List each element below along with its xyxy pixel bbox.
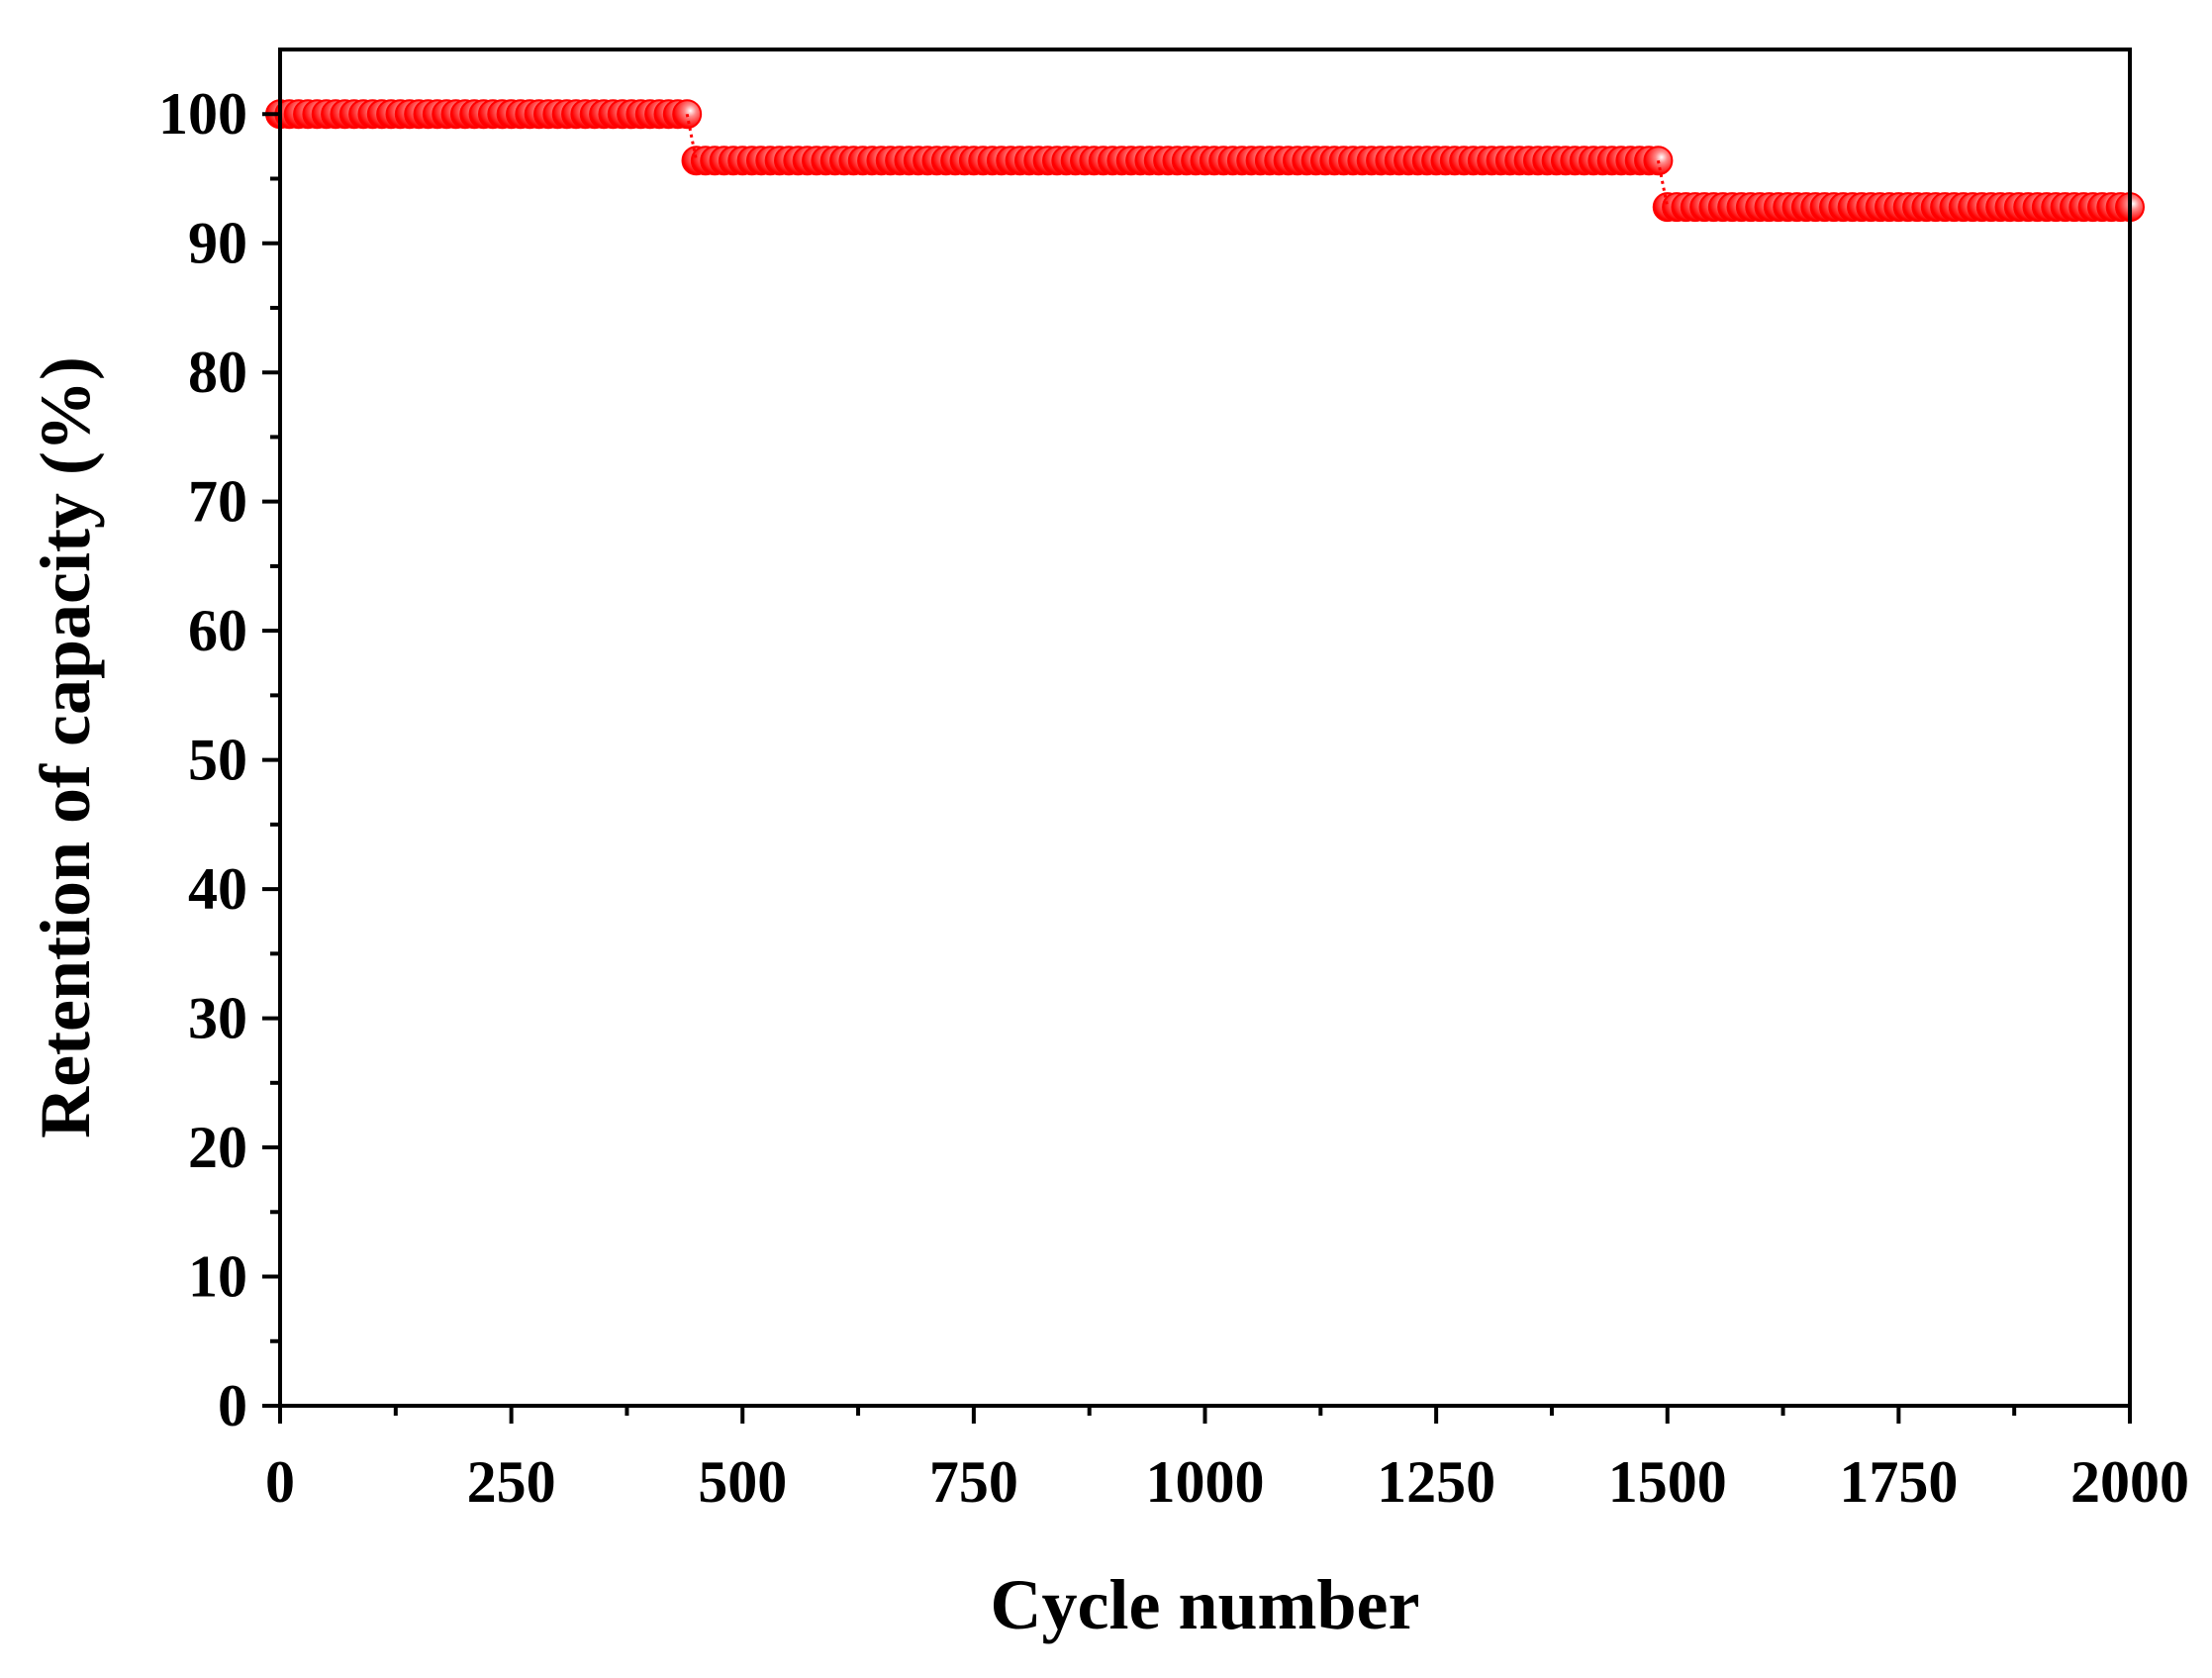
- x-tick-label: 500: [698, 1449, 787, 1515]
- x-tick-label: 1750: [1839, 1449, 1958, 1515]
- x-tick-label: 2000: [2070, 1449, 2189, 1515]
- y-tick-label: 80: [188, 340, 247, 405]
- series-connector: [1656, 159, 1670, 208]
- data-markers: [265, 99, 2145, 223]
- y-tick-label: 70: [188, 469, 247, 535]
- y-tick-label: 100: [158, 81, 247, 147]
- series-connector: [685, 113, 698, 161]
- y-tick-label: 50: [188, 728, 247, 793]
- axis-ticks: [262, 112, 2132, 1424]
- tick-labels: 0 250 500 750 1000 1250 1500 1750 2000 0 10 20 30 40 5…: [158, 81, 2189, 1515]
- x-tick-label: 0: [265, 1449, 295, 1515]
- y-axis-title: Retention of capacity (%): [26, 356, 105, 1138]
- y-tick-label: 0: [218, 1373, 247, 1438]
- x-tick-label: 1250: [1377, 1449, 1495, 1515]
- x-tick-label: 750: [929, 1449, 1018, 1515]
- y-tick-label: 30: [188, 986, 247, 1051]
- data-point: [1643, 146, 1674, 176]
- y-tick-label: 20: [188, 1115, 247, 1180]
- y-tick-label: 60: [188, 598, 247, 663]
- y-tick-label: 90: [188, 211, 247, 276]
- plot-frame: [278, 48, 2132, 1408]
- y-tick-label: 40: [188, 856, 247, 922]
- x-tick-label: 250: [467, 1449, 556, 1515]
- x-tick-label: 1500: [1608, 1449, 1727, 1515]
- x-tick-label: 1000: [1146, 1449, 1265, 1515]
- x-axis-title: Cycle number: [991, 1565, 1420, 1644]
- y-tick-label: 10: [188, 1244, 247, 1310]
